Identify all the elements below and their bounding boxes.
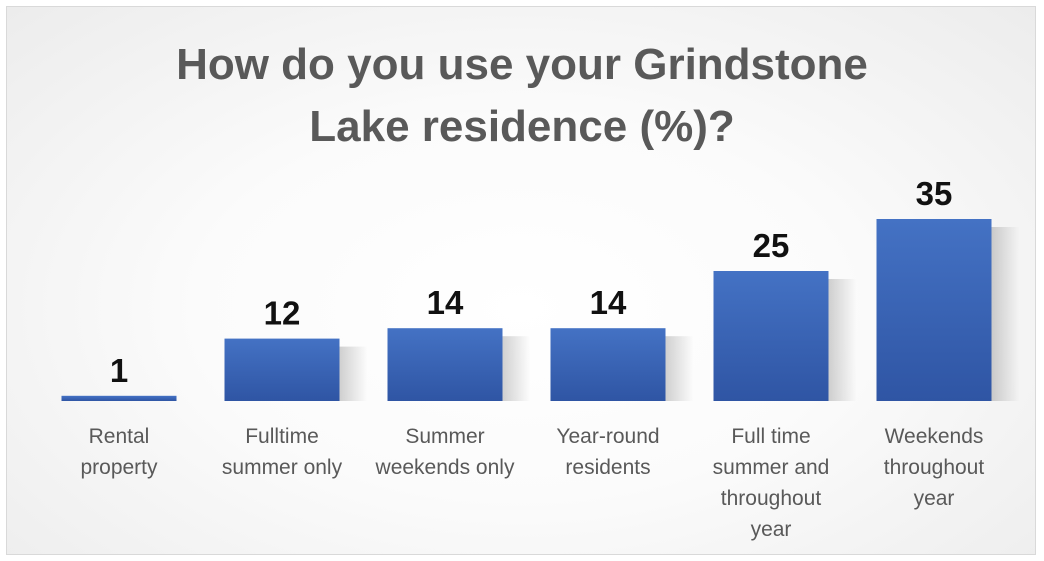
bar [876, 219, 992, 401]
x-tick-label: Year-round residents [556, 425, 659, 479]
bar-shadow [339, 346, 368, 401]
bar-shadow [502, 336, 531, 401]
data-label: 35 [916, 175, 953, 212]
chart-title: How do you use your Grindstone Lake resi… [0, 34, 1044, 158]
bar-shadow [991, 227, 1020, 401]
bar-shadow [828, 279, 857, 401]
x-tick-label: Weekends throughout year [884, 425, 985, 510]
chart-title-line-2: Lake residence (%)? [309, 102, 735, 151]
data-label: 14 [590, 284, 627, 321]
bar [550, 328, 666, 401]
bar [224, 338, 340, 401]
data-label: 1 [110, 352, 128, 389]
x-tick-label: Rental property [80, 425, 158, 479]
chart-title-line-1: How do you use your Grindstone [176, 40, 868, 89]
x-tick-label: Fulltime summer only [222, 425, 343, 479]
bar-shadow [665, 336, 694, 401]
bar [713, 271, 829, 401]
bar [387, 328, 503, 401]
x-tick-label: Full time summer and throughout year [713, 425, 830, 541]
chart-area [6, 6, 1036, 555]
data-label: 12 [264, 295, 301, 332]
bar [61, 395, 177, 401]
data-label: 14 [427, 284, 464, 321]
data-label: 25 [753, 227, 790, 264]
x-tick-label: Summer weekends only [375, 425, 515, 479]
